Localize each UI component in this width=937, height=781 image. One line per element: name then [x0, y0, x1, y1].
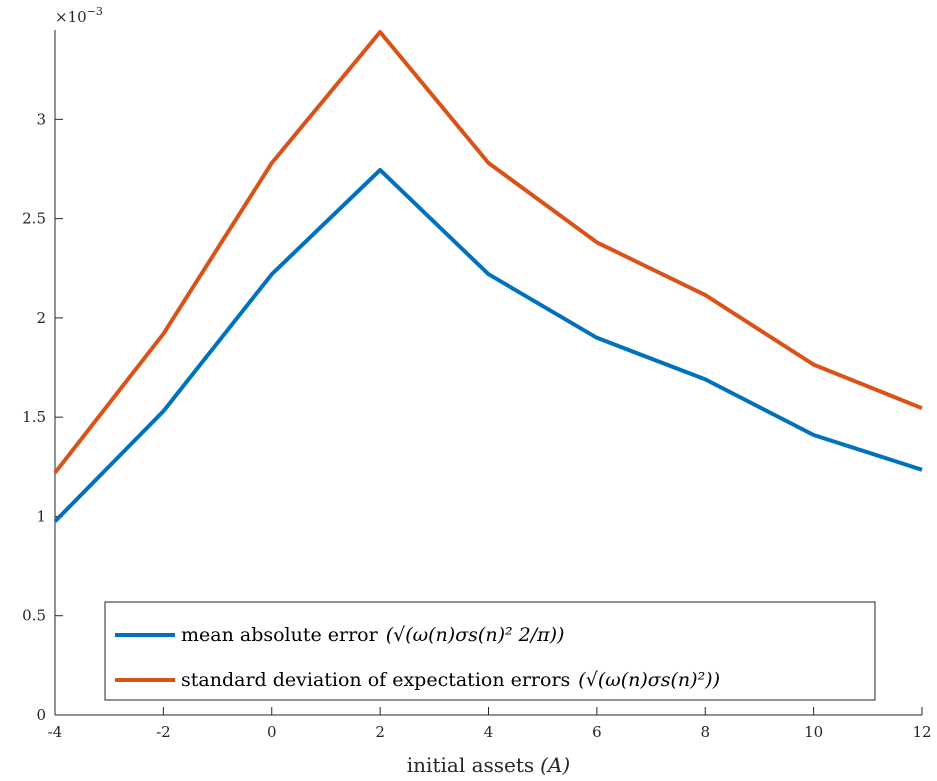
axes: -4 -2 0 2 4 6 8 10 12 0 0.5 1 1.5 2 2.5 3 ×10−3 initial a… [22, 5, 931, 777]
y-tick-label: 0 [36, 706, 46, 724]
x-axis-label-text: initial assets [407, 753, 534, 777]
legend-formula: (√(ω(n)σs(n)² 2/π)) [386, 624, 565, 646]
y-tick-label: 2 [36, 309, 46, 327]
y-tick-label: 1 [36, 507, 46, 525]
x-tick-label: 10 [804, 723, 823, 741]
y-tick-label: 0.5 [22, 607, 46, 625]
y-tick-label: 2.5 [22, 210, 46, 228]
y-tick-label: 3 [36, 110, 46, 128]
y-exponent-power: −3 [87, 5, 103, 18]
y-exponent-base: ×10 [55, 8, 87, 26]
x-tick-label: -4 [48, 723, 63, 741]
series-line-1 [53, 30, 923, 475]
x-tick-label: 2 [375, 723, 385, 741]
series-layer [53, 30, 923, 523]
legend-name: mean absolute error [181, 624, 379, 646]
legend-name: standard deviation of expectation errors [181, 669, 570, 691]
series-line-0 [53, 168, 923, 523]
x-tick-label: 12 [912, 723, 931, 741]
x-axis-label-symbol: (A) [540, 753, 570, 777]
legend-entry-0: mean absolute error (√(ω(n)σs(n)² 2/π)) [181, 624, 564, 646]
x-tick-label: 0 [267, 723, 277, 741]
x-tick-label: 4 [484, 723, 494, 741]
x-tick-label: 6 [592, 723, 602, 741]
legend: mean absolute error (√(ω(n)σs(n)² 2/π)) st… [104, 601, 876, 701]
legend-box [104, 601, 876, 701]
legend-entry-1: standard deviation of expectation errors… [181, 669, 720, 691]
x-axis-label: initial assets (A) [407, 753, 570, 777]
y-tick-label: 1.5 [22, 408, 46, 426]
y-exponent-label: ×10−3 [55, 5, 103, 26]
legend-formula: (√(ω(n)σs(n)²)) [578, 669, 720, 691]
x-tick-label: 8 [700, 723, 710, 741]
x-tick-label: -2 [156, 723, 171, 741]
